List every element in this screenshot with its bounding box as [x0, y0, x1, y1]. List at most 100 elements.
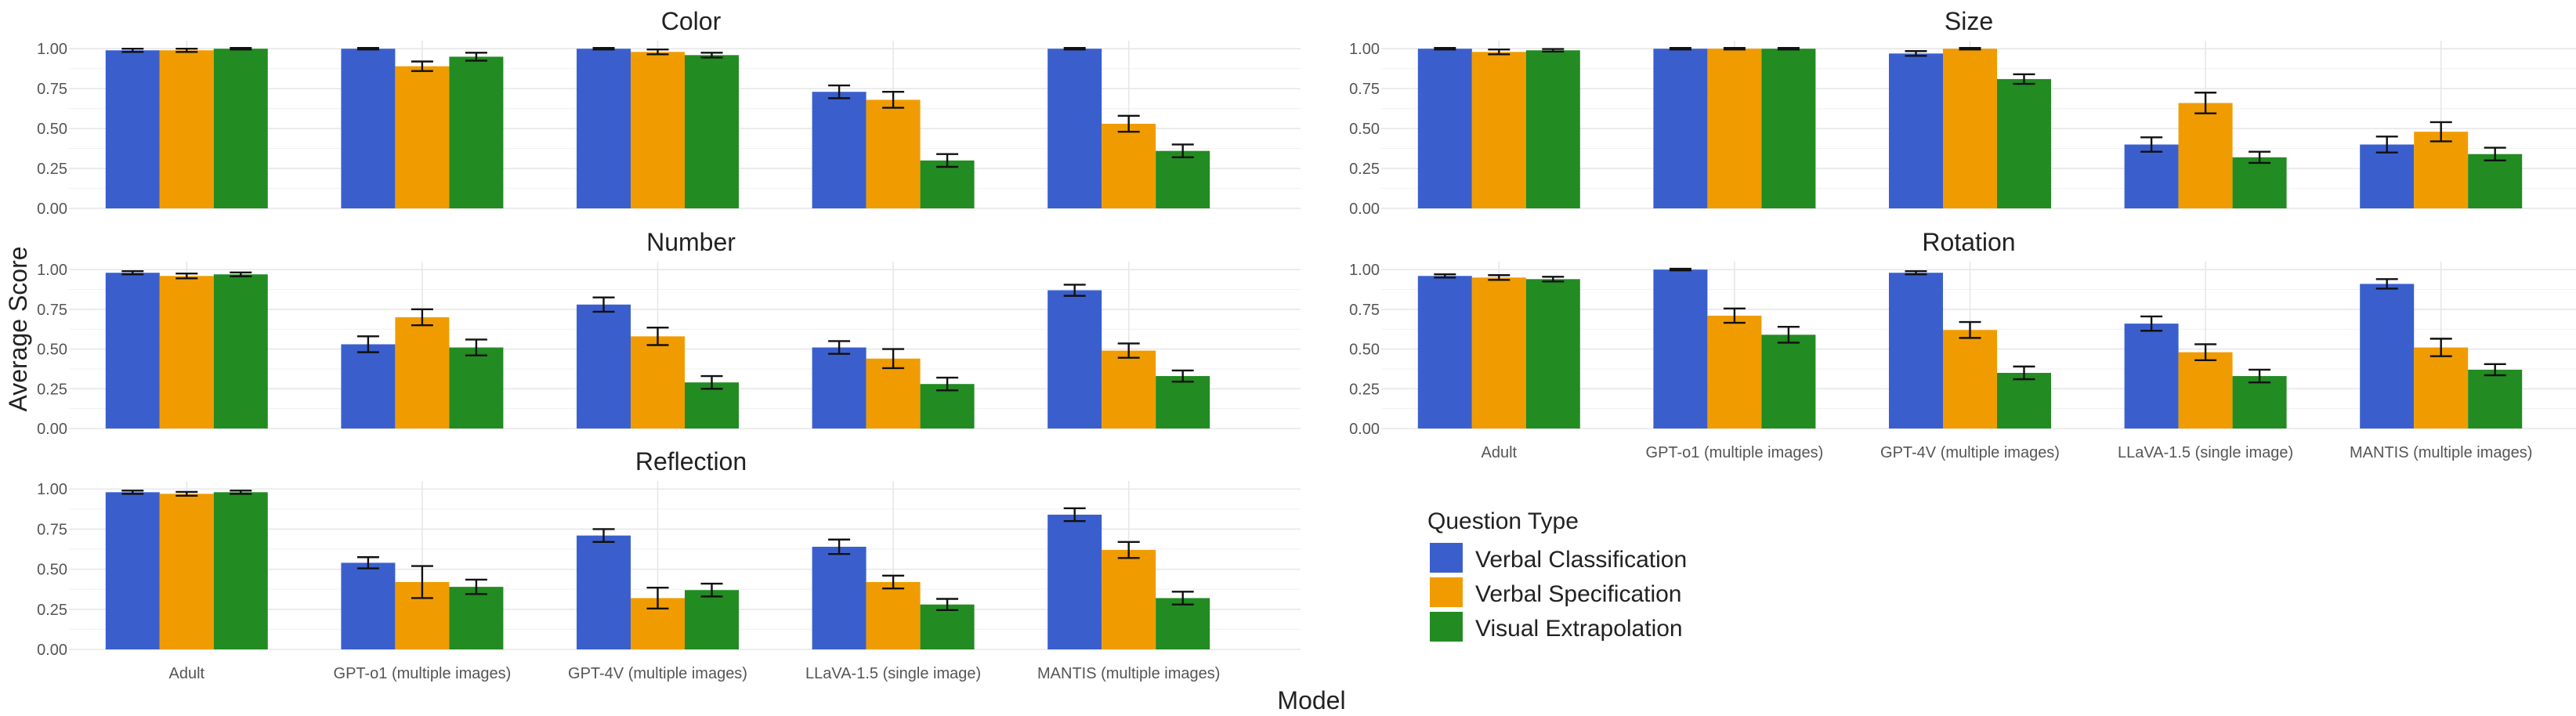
bar-visual-extrapolation — [1525, 50, 1580, 208]
error-bar — [1777, 46, 1800, 51]
error-bar — [411, 565, 433, 599]
error-bar — [1905, 269, 1927, 276]
bar-verbal-specification — [866, 358, 921, 429]
x-tick-label: GPT-4V (multiple images) — [1880, 444, 2060, 461]
error-bar — [175, 490, 198, 497]
error-bar — [882, 574, 905, 590]
bar-verbal-classification — [2360, 144, 2415, 208]
error-bar — [1063, 284, 1086, 297]
error-bar — [356, 556, 379, 570]
error-bar — [700, 52, 723, 59]
x-tick-label: Adult — [169, 665, 205, 682]
bar-verbal-specification — [2178, 352, 2233, 429]
bar-visual-extrapolation — [449, 587, 504, 649]
panel-rotation: 0.00 0.25 0.50 0.75 1.00 Rotation Adult GPT-o1 … — [1349, 228, 2576, 461]
y-tick-label: 0.00 — [1349, 201, 1380, 218]
y-tick-label: 0.25 — [1349, 381, 1380, 398]
bar-verbal-classification — [1889, 53, 1943, 208]
bar-visual-extrapolation — [1997, 373, 2051, 429]
error-bar — [121, 269, 144, 276]
bar-verbal-classification — [1889, 273, 1943, 429]
bar-verbal-classification — [1047, 49, 1102, 208]
error-bar — [1434, 273, 1456, 279]
error-bar — [936, 153, 959, 168]
error-bar — [1669, 267, 1691, 272]
error-bar — [1171, 591, 1194, 606]
error-bar — [1488, 274, 1511, 281]
bar-visual-extrapolation — [449, 56, 504, 208]
legend-label-verbal-specification: Verbal Specification — [1475, 581, 1682, 607]
error-bar — [465, 338, 487, 356]
error-bar — [828, 340, 851, 355]
y-tick-label: 0.75 — [37, 521, 67, 538]
y-tick-label: 0.25 — [37, 602, 67, 619]
bar-verbal-classification — [2124, 324, 2179, 429]
error-bar — [2484, 146, 2506, 162]
error-bar — [936, 598, 959, 612]
error-bar — [1959, 46, 1981, 51]
error-bar — [2194, 343, 2217, 361]
bar-verbal-classification — [1653, 49, 1708, 208]
error-bar — [2013, 365, 2035, 381]
error-bar — [175, 273, 198, 280]
bar-verbal-classification — [341, 49, 396, 208]
bar-verbal-specification — [395, 66, 450, 208]
panel-title: Rotation — [1922, 228, 2015, 256]
error-bar — [1542, 276, 1565, 283]
x-tick-label: GPT-o1 (multiple images) — [334, 665, 512, 682]
bar-verbal-classification — [105, 50, 160, 208]
y-tick-label: 0.50 — [1349, 121, 1380, 138]
error-bar — [230, 490, 252, 495]
bar-verbal-specification — [1102, 550, 1156, 649]
bar-verbal-classification — [341, 344, 396, 429]
bar-verbal-specification — [159, 276, 214, 429]
bar-verbal-specification — [1943, 330, 1997, 429]
x-tick-label: LLaVA-1.5 (single image) — [805, 665, 981, 682]
error-bar — [230, 271, 252, 277]
bar-verbal-classification — [2360, 284, 2415, 429]
bar-verbal-classification — [1417, 276, 1472, 429]
error-bar — [882, 91, 905, 109]
bar-verbal-classification — [105, 273, 160, 429]
error-bar — [1488, 49, 1511, 56]
y-tick-label: 0.75 — [1349, 81, 1380, 98]
bar-visual-extrapolation — [920, 384, 975, 429]
bar-visual-extrapolation — [213, 49, 268, 208]
y-tick-label: 0.50 — [1349, 342, 1380, 359]
error-bar — [646, 586, 669, 609]
y-tick-label: 1.00 — [1349, 41, 1380, 58]
error-bar — [2140, 136, 2163, 153]
error-bar — [1959, 320, 1981, 339]
y-tick-label: 0.50 — [37, 342, 67, 359]
bar-verbal-specification — [1707, 315, 1762, 429]
error-bar — [700, 582, 723, 598]
error-bar — [1063, 46, 1086, 51]
panel-color: 0.00 0.25 0.50 0.75 1.00 Color — [37, 7, 1301, 218]
bar-verbal-specification — [2178, 103, 2233, 208]
bar-visual-extrapolation — [1761, 334, 1816, 429]
error-bar — [465, 52, 487, 62]
legend: Question Type Verbal Classification Verb… — [1427, 508, 1687, 642]
bar-verbal-specification — [631, 52, 685, 209]
y-tick-label: 0.75 — [1349, 302, 1380, 319]
bar-visual-extrapolation — [1997, 78, 2051, 209]
error-bar — [2484, 363, 2506, 377]
y-tick-label: 1.00 — [37, 262, 67, 279]
bar-visual-extrapolation — [920, 160, 975, 208]
bar-verbal-specification — [1707, 49, 1762, 208]
error-bar — [592, 528, 615, 544]
bar-visual-extrapolation — [213, 492, 268, 649]
bar-verbal-classification — [2124, 144, 2179, 208]
error-bar — [411, 308, 433, 327]
error-bar — [936, 376, 959, 392]
legend-label-verbal-classification: Verbal Classification — [1475, 547, 1687, 573]
bar-visual-extrapolation — [2468, 369, 2523, 429]
error-bar — [2249, 368, 2271, 384]
error-bar — [1117, 541, 1140, 559]
error-bar — [356, 46, 379, 51]
panel-title: Reflection — [635, 447, 747, 476]
bar-verbal-classification — [812, 347, 867, 429]
bar-visual-extrapolation — [213, 274, 268, 429]
x-tick-label: MANTIS (multiple images) — [2350, 444, 2532, 461]
